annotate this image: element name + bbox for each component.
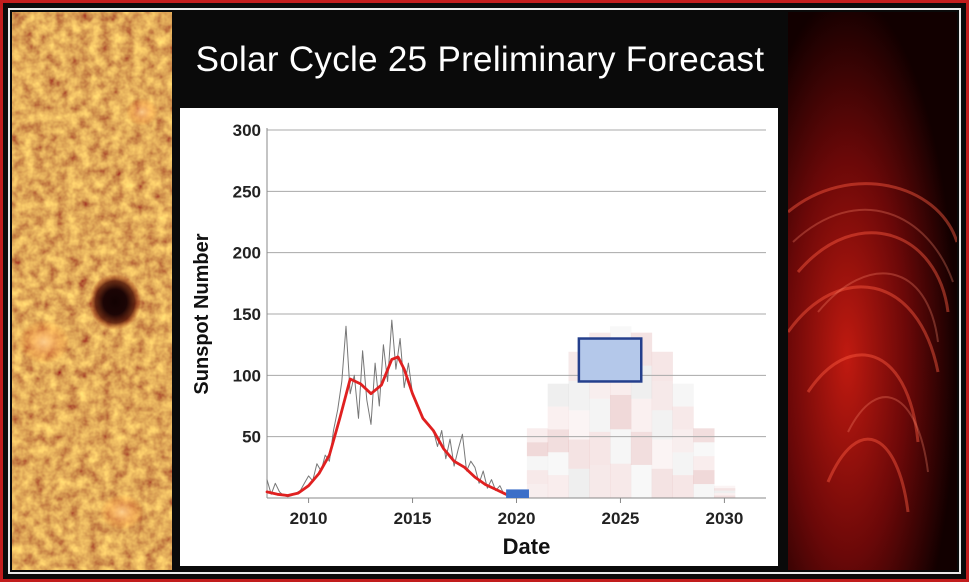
probability-cell [630, 398, 653, 432]
x-tick-label: 2020 [498, 509, 536, 528]
x-tick-label: 2025 [602, 509, 640, 528]
monthly-series-line [266, 319, 513, 498]
probability-cell [672, 383, 694, 407]
probability-cell [547, 452, 569, 476]
y-axis-title: Sunspot Number [191, 233, 213, 394]
sunspot-chart: 50 100 150 200 250 300 2010 2015 2020 2025 2030 Dat… [191, 121, 766, 559]
x-axis-title: Date [503, 534, 551, 559]
y-tick-label: 50 [242, 428, 261, 447]
prominence-graphic [788, 12, 957, 570]
probability-cell [693, 484, 715, 498]
probability-cell [526, 470, 549, 485]
probability-cell [610, 429, 632, 464]
probability-cell [714, 490, 736, 494]
annotations [506, 337, 643, 498]
forecast-minimum-box [506, 489, 529, 498]
y-tick-label: 300 [233, 121, 261, 140]
probability-cell [547, 429, 569, 453]
y-tick-label: 100 [233, 366, 261, 385]
probability-cell [526, 442, 549, 457]
chart-panel: 50 100 150 200 250 300 2010 2015 2020 2025 2030 Dat… [180, 108, 778, 566]
probability-cell [651, 439, 673, 469]
probability-cell [672, 429, 694, 453]
inner-frame [8, 8, 961, 574]
probability-cell [589, 431, 611, 465]
x-tick-label: 2010 [290, 509, 328, 528]
y-tick-label: 250 [233, 182, 261, 201]
sun-surface-image [12, 12, 172, 570]
probability-cell [693, 456, 715, 471]
probability-cell [568, 381, 590, 411]
probability-cell [568, 410, 590, 440]
probability-cell [672, 406, 694, 430]
probability-cell [693, 428, 715, 443]
probability-cell [714, 495, 736, 498]
probability-cell [714, 493, 736, 496]
probability-cell [693, 442, 715, 457]
probability-cell [693, 470, 715, 485]
probability-cell [610, 463, 632, 498]
probability-cell [630, 464, 653, 498]
probability-cell [547, 383, 569, 407]
probability-cell [651, 381, 673, 411]
axis-labels: 50 100 150 200 250 300 2010 2015 2020 2025 2030 Dat… [191, 121, 743, 559]
probability-cell [672, 475, 694, 498]
probability-cell [651, 410, 673, 440]
probability-cell [672, 452, 694, 476]
probability-cell [714, 485, 736, 489]
grid-lines [267, 129, 766, 438]
page-title: Solar Cycle 25 Preliminary Forecast [195, 40, 765, 79]
probability-cell [568, 439, 590, 469]
probability-cell [630, 431, 653, 465]
sun-surface-graphic [12, 12, 172, 570]
probability-cell [526, 484, 549, 498]
probability-cell [651, 351, 673, 382]
y-tick-label: 150 [233, 305, 261, 324]
forecast-maximum-box [577, 337, 643, 383]
sunspot-icon [89, 274, 141, 330]
probability-cell [589, 464, 611, 498]
x-tick-label: 2015 [394, 509, 432, 528]
probability-cell [526, 456, 549, 471]
probability-cell [547, 406, 569, 430]
probability-cell [526, 428, 549, 443]
x-tick-label: 2030 [706, 509, 744, 528]
probability-cell [651, 468, 673, 498]
probability-cell [589, 398, 611, 432]
data-series [265, 319, 513, 498]
prominence-image [788, 12, 957, 570]
probability-cell [610, 394, 632, 430]
probability-cell [714, 488, 736, 491]
smoothed-series-line [265, 355, 508, 497]
y-tick-label: 200 [233, 244, 261, 263]
probability-cell [568, 468, 590, 498]
probability-cell [547, 475, 569, 498]
